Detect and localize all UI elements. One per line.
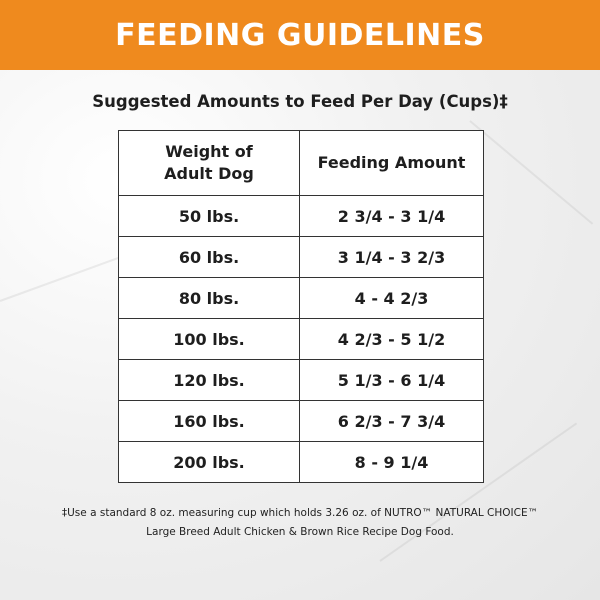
weight-cell: 80 lbs.	[118, 277, 300, 319]
weight-cell: 120 lbs.	[118, 359, 300, 401]
amount-cell: 4 - 4 2/3	[299, 277, 484, 319]
table-row: 200 lbs. 8 - 9 1/4	[118, 441, 484, 483]
footnote: ‡Use a standard 8 oz. measuring cup whic…	[0, 504, 600, 542]
feeding-table: Weight of Adult Dog Feeding Amount 50 lbs…	[118, 130, 484, 483]
table-row: 60 lbs. 3 1/4 - 3 2/3	[118, 236, 484, 278]
header-row: Weight of Adult Dog Feeding Amount	[118, 130, 484, 196]
column-header: Weight of Adult Dog	[118, 130, 300, 196]
weight-cell: 160 lbs.	[118, 400, 300, 442]
amount-cell: 2 3/4 - 3 1/4	[299, 195, 484, 237]
table-row: 100 lbs. 4 2/3 - 5 1/2	[118, 318, 484, 360]
banner: FEEDING GUIDELINES	[0, 0, 600, 70]
table-row: 120 lbs. 5 1/3 - 6 1/4	[118, 359, 484, 401]
weight-cell: 100 lbs.	[118, 318, 300, 360]
amount-cell: 6 2/3 - 7 3/4	[299, 400, 484, 442]
footnote-line: Large Breed Adult Chicken & Brown Rice R…	[146, 526, 454, 538]
amount-cell: 4 2/3 - 5 1/2	[299, 318, 484, 360]
amount-cell: 8 - 9 1/4	[299, 441, 484, 483]
weight-cell: 50 lbs.	[118, 195, 300, 237]
weight-cell: 60 lbs.	[118, 236, 300, 278]
column-header: Feeding Amount	[299, 130, 484, 196]
title: FEEDING GUIDELINES	[115, 17, 485, 53]
subtitle: Suggested Amounts to Feed Per Day (Cups)…	[92, 92, 508, 111]
footnote-line: ‡Use a standard 8 oz. measuring cup whic…	[61, 507, 539, 519]
table-row: 50 lbs. 2 3/4 - 3 1/4	[118, 195, 484, 237]
amount-cell: 3 1/4 - 3 2/3	[299, 236, 484, 278]
table-row: 160 lbs. 6 2/3 - 7 3/4	[118, 400, 484, 442]
table-row: 80 lbs. 4 - 4 2/3	[118, 277, 484, 319]
amount-cell: 5 1/3 - 6 1/4	[299, 359, 484, 401]
marble-vein	[469, 120, 594, 225]
weight-cell: 200 lbs.	[118, 441, 300, 483]
